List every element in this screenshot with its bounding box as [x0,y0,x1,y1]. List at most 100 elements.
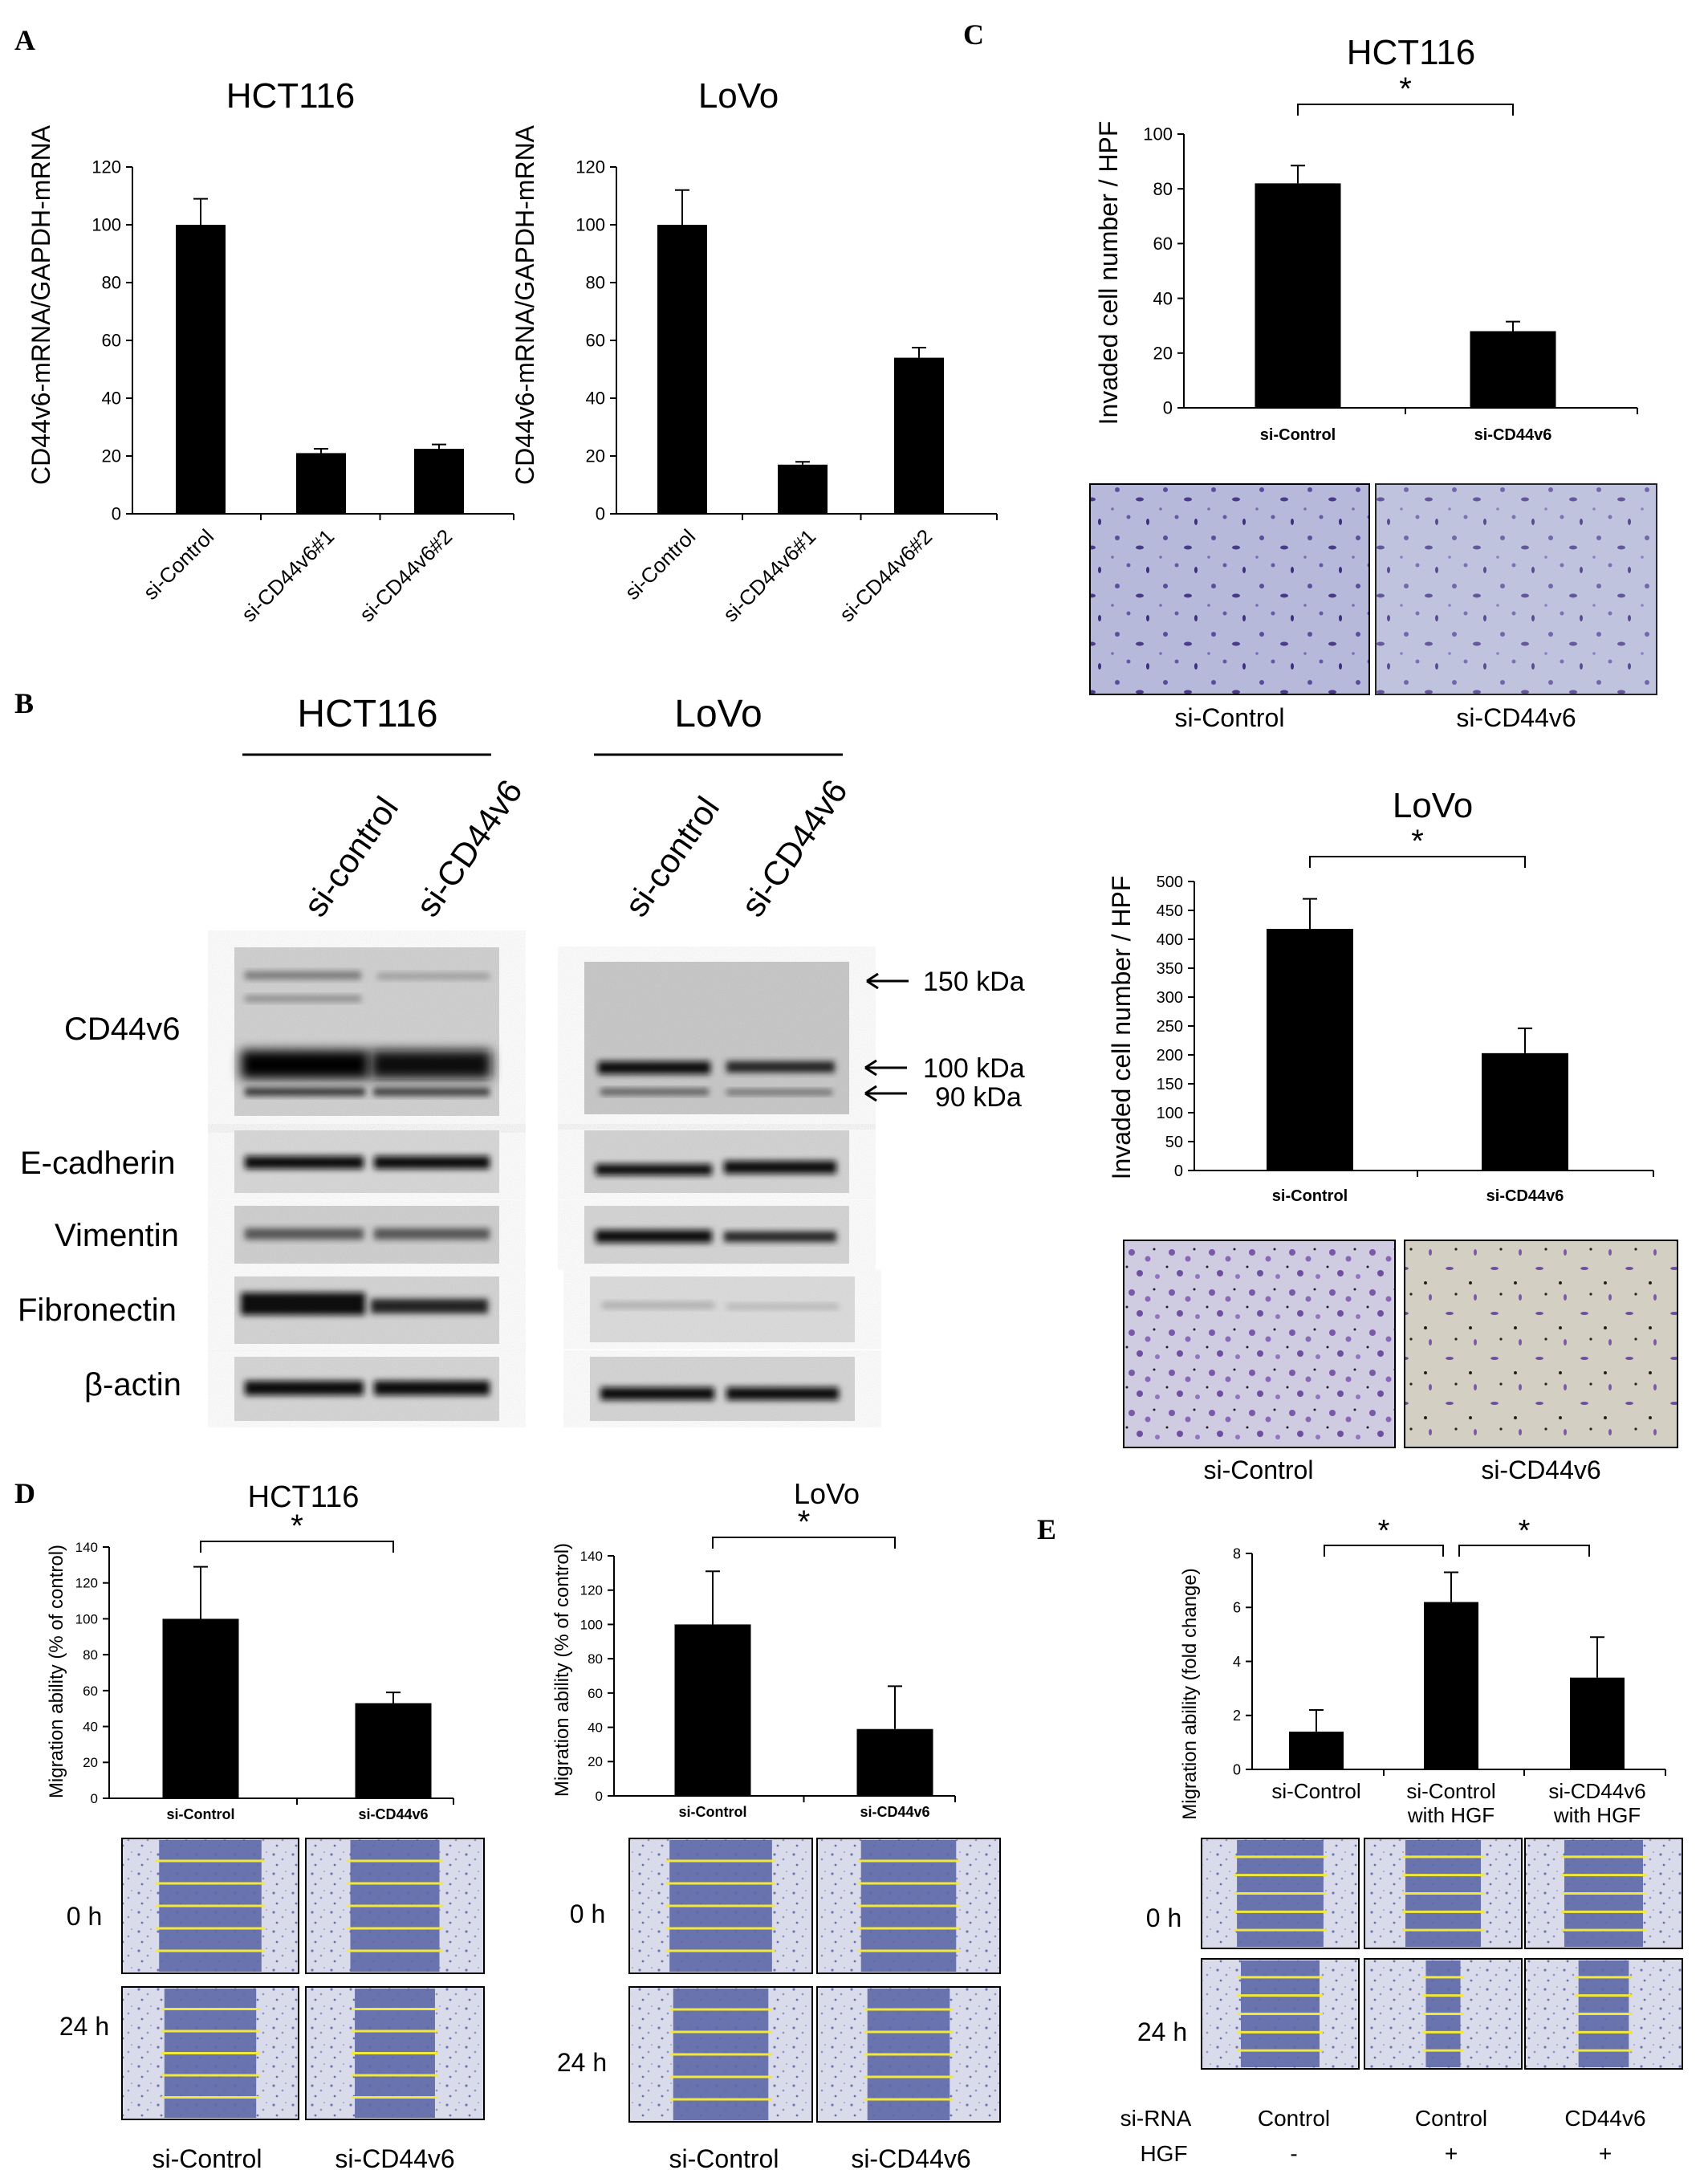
chart-title: LoVo [1393,786,1473,825]
marker-label: 90 kDa [935,1082,1022,1113]
x-tick-label: si-Control [167,1806,235,1822]
lane-label: si-control [296,790,405,924]
y-tick-label: 500 [1157,873,1183,891]
y-tick-label: 60 [1153,234,1173,254]
y-tick-label: 200 [1157,1047,1183,1065]
y-tick-label: 0 [91,1791,98,1806]
x-tick-label: si-CD44v6 [1548,1779,1645,1803]
y-tick-label: 300 [1157,989,1183,1007]
row-label-fibronectin: Fibronectin [18,1293,177,1328]
micrographs-c-hct116: si-Control si-CD44v6 [1089,483,1657,732]
y-tick-label: 20 [83,1755,98,1770]
panel-letter-d: D [14,1477,35,1509]
image-label: si-CD44v6 [335,2144,454,2170]
significance-bracket [200,1541,394,1553]
image-label: si-Control [669,2144,779,2170]
significance-bracket [1458,1545,1590,1557]
panel-letter-c: C [963,18,984,51]
y-tick-label: 60 [102,331,121,351]
significance-bracket [712,1537,896,1549]
image-label: si-CD44v6 [851,2144,970,2170]
blot-title-hct116: HCT116 [297,693,437,735]
footer-row-label: si-RNA [1120,2106,1192,2131]
y-tick-label: 400 [1157,931,1183,949]
x-tick-label: si-Control [138,524,218,605]
chart-a-hct116: HCT116 CD44v6-mRNA/GAPDH-mRNA 0 20 40 60 80 1… [26,76,514,627]
y-tick-label: 60 [588,1686,603,1701]
chart-c-hct116: HCT116 Invaded cell number / HPF 0 20 40 60… [1094,33,1638,444]
chart-title: LoVo [794,1477,860,1510]
significance-star: * [1519,1514,1531,1548]
image-label: si-CD44v6 [1456,703,1576,732]
x-tick-label: si-CD44v6 [1474,426,1552,444]
y-tick-label: 100 [580,1617,603,1632]
significance-star: * [1411,824,1424,859]
y-tick-label: 80 [586,273,605,293]
significance-bracket [1324,1545,1444,1557]
footer-cell: - [1290,2141,1297,2166]
blot-cd44v6-hct116 [234,947,499,1116]
bar [296,453,346,514]
marker-label: 150 kDa [923,967,1025,997]
marker-90-kda: 90 kDa [864,1082,1022,1113]
y-tick-label: 20 [1153,344,1173,364]
y-axis-label: CD44v6-mRNA/GAPDH-mRNA [26,124,55,485]
arrow-left-icon [864,1059,877,1077]
y-tick-label: 8 [1233,1545,1241,1561]
y-tick-label: 40 [586,389,605,409]
bar [657,225,707,514]
y-tick-label: 0 [1163,398,1173,418]
chart-title: HCT116 [1347,33,1476,72]
x-tick-label: with HGF [1553,1803,1641,1827]
y-tick-label: 350 [1157,960,1183,978]
chart-c-lovo: LoVo Invaded cell number / HPF 0 50 100 150… [1107,786,1654,1205]
bar [355,1703,432,1798]
wound-images-e: 0 h 24 h [1137,1838,1683,2070]
y-tick-label: 20 [102,446,121,466]
bar [856,1728,933,1796]
bar [1570,1677,1625,1769]
y-tick-label: 140 [580,1549,603,1564]
y-tick-label: 150 [1157,1076,1183,1093]
y-tick-label: 40 [102,389,121,409]
x-tick-label: with HGF [1407,1803,1494,1827]
y-tick-label: 60 [83,1683,98,1699]
panel-letter-b: B [14,687,34,719]
x-tick-label: si-CD44v6#2 [355,524,457,626]
y-tick-label: 40 [588,1720,603,1736]
x-tick-label: si-Control [679,1804,747,1820]
y-tick-label: 450 [1157,902,1183,920]
image-label: si-Control [1204,1455,1314,1484]
lane-label: si-control [617,790,726,924]
blot-vimentin-lovo [584,1206,849,1264]
y-tick-label: 20 [588,1754,603,1769]
y-axis-label: Invaded cell number / HPF [1107,876,1136,1180]
y-tick-label: 140 [75,1540,98,1555]
x-tick-label: si-Control [1271,1779,1360,1803]
blot-vimentin-hct116 [234,1206,499,1264]
y-tick-label: 120 [575,157,605,177]
y-tick-label: 80 [1153,179,1173,199]
y-tick-label: 0 [1174,1162,1183,1180]
time-label: 0 h [1146,1903,1181,1932]
chart-title: HCT116 [248,1480,360,1514]
y-axis-label: Migration ability (% of control) [46,1545,67,1798]
chart-d-hct116: HCT116 Migration ability (% of control) … [46,1480,454,1822]
blot-fibronectin-hct116 [234,1276,499,1344]
y-tick-label: 100 [1143,124,1173,145]
y-tick-label: 80 [102,273,121,293]
wound-images-d-hct116: 0 h 24 h si-Control si-CD44v6 [59,1838,485,2170]
chart-a-lovo: LoVo CD44v6-mRNA/GAPDH-mRNA 0 20 40 60 80 100… [510,76,998,627]
bar [162,1618,239,1798]
x-tick-label: si-CD44v6 [1486,1187,1564,1205]
chart-title: HCT116 [226,76,356,116]
time-label: 24 h [557,2048,607,2077]
micrograph-invasion [1123,1240,1396,1448]
time-label: 24 h [59,2012,109,2041]
time-label: 0 h [67,1902,102,1931]
footer-cell: + [1445,2141,1458,2166]
bar [1482,1052,1568,1170]
row-label-e-cadherin: E-cadherin [20,1146,175,1181]
bar [894,357,944,514]
footer-cell: Control [1415,2106,1487,2131]
